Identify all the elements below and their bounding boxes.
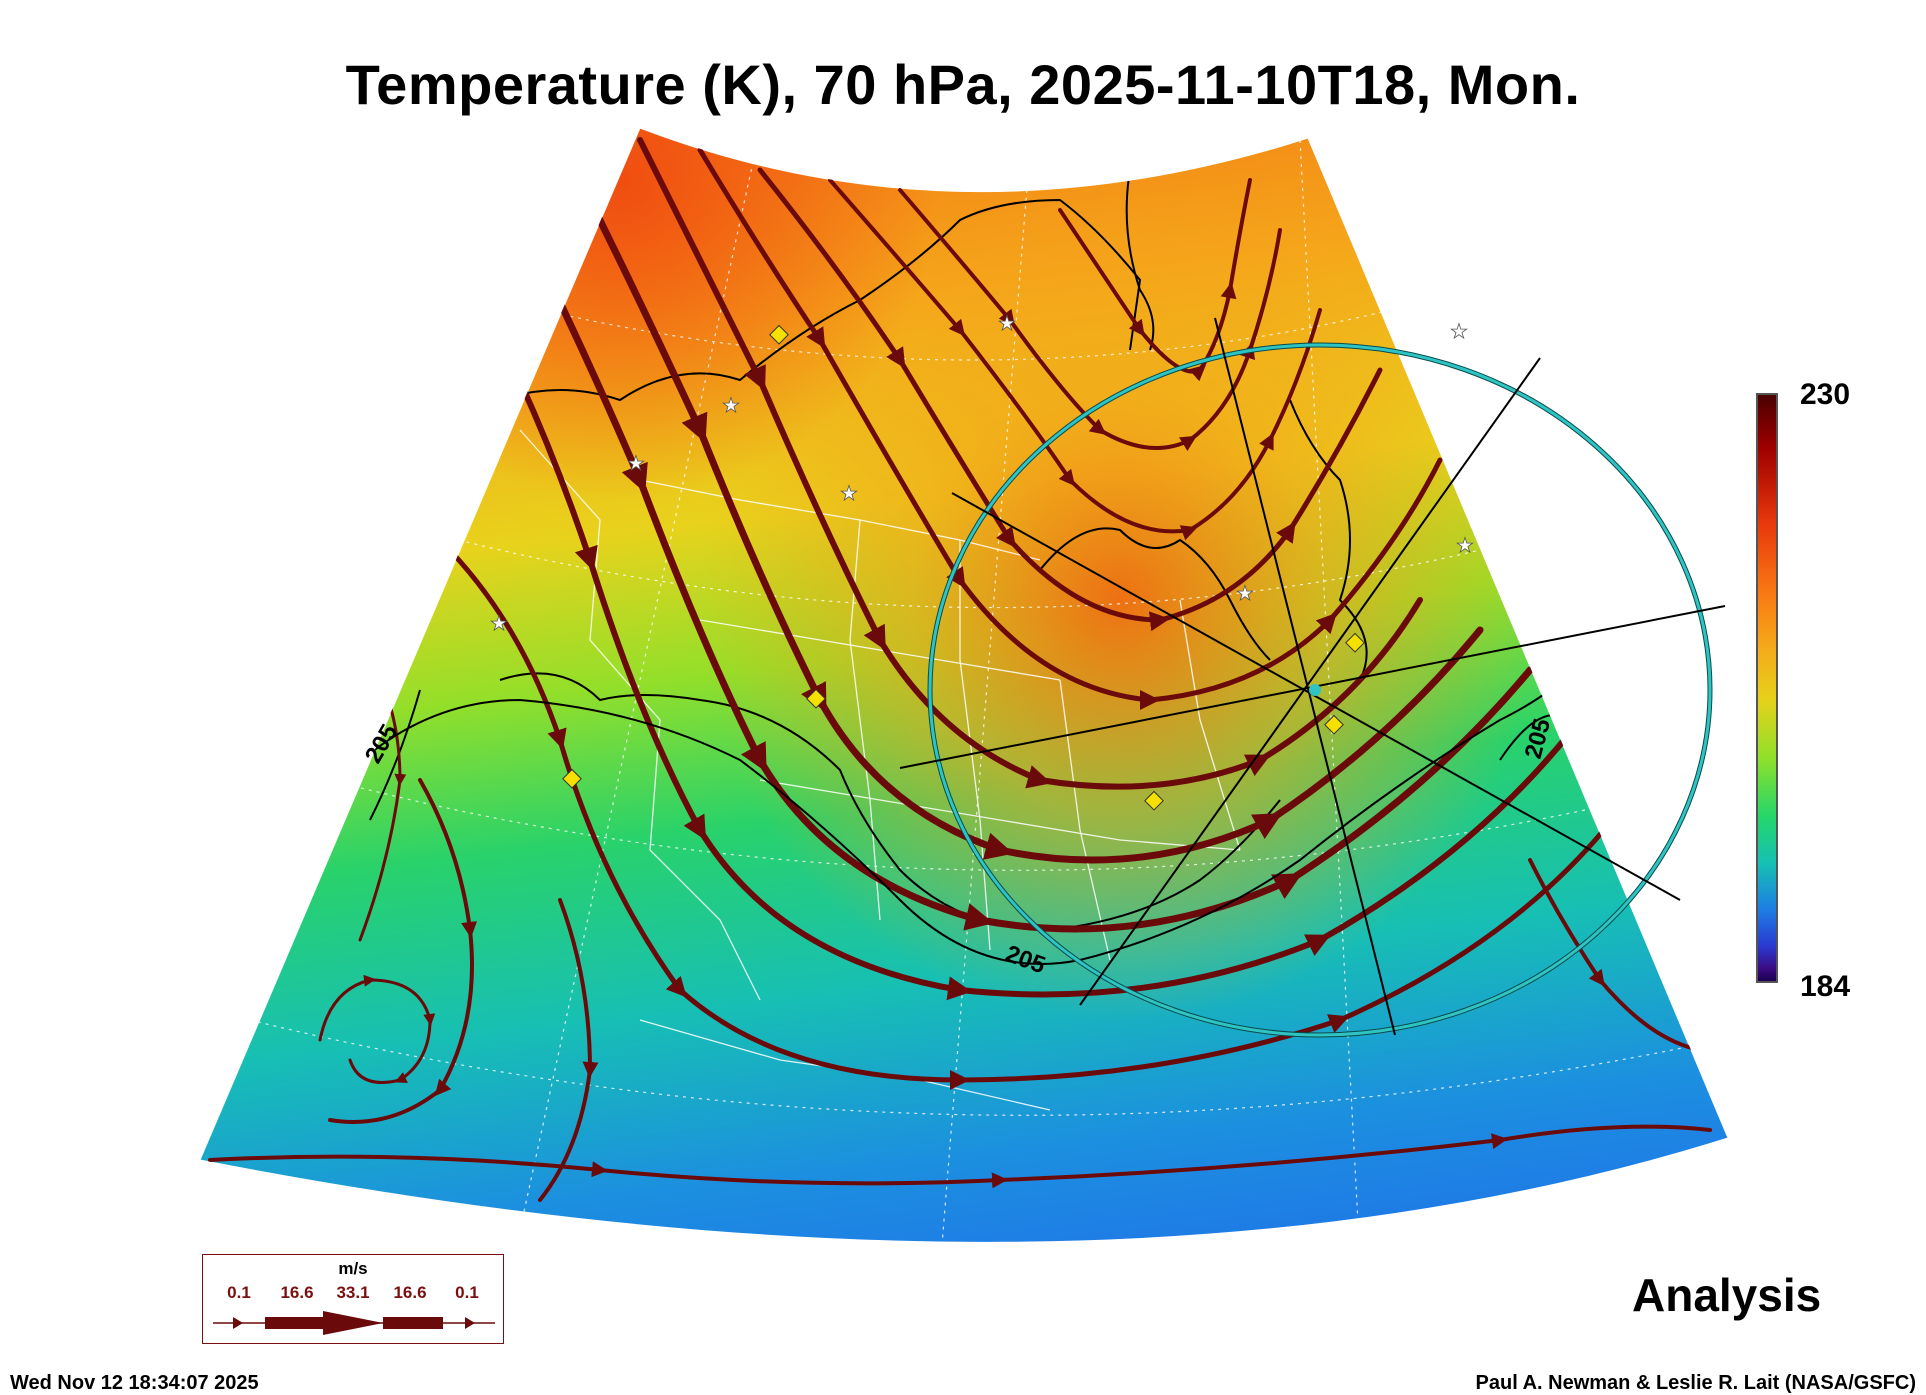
- station-diamond: [1324, 714, 1344, 735]
- wind-legend-value: 16.6: [393, 1283, 427, 1302]
- wind-legend-value: 0.1: [227, 1283, 251, 1302]
- streamline: [697, 147, 1443, 710]
- streamline: [318, 974, 436, 1084]
- wind-speed-legend: m/s 0.1 16.6 33.1 16.6 0.1: [202, 1254, 504, 1344]
- map-outline: [199, 127, 1729, 1243]
- station-star: ★: [627, 453, 645, 475]
- wind-legend-value: 0.1: [455, 1283, 479, 1302]
- wind-legend-arrow: [213, 1311, 495, 1335]
- station-markers: ★ ★ ★ ★ ★ ★ ★ ★: [490, 313, 1474, 811]
- streamline: [208, 1124, 1712, 1189]
- station-star: ★: [840, 483, 858, 505]
- vortex-edge-circle: [927, 342, 1713, 1038]
- streamline: [1058, 178, 1252, 382]
- analysis-label: Analysis: [1632, 1269, 1822, 1321]
- colorbar-min-label: 184: [1800, 970, 1851, 1003]
- vortex-center-marker: [1309, 684, 1321, 696]
- station-diamond: [769, 324, 789, 345]
- contour-205: [339, 659, 1581, 965]
- station-star: ★: [1456, 535, 1474, 557]
- colorbar-max-label: 230: [1800, 378, 1851, 411]
- station-diamond: [1144, 790, 1164, 811]
- credit-label: Paul A. Newman & Leslie R. Lait (NASA/GS…: [1475, 1372, 1916, 1394]
- streamline: [328, 778, 478, 1124]
- timestamp: Wed Nov 12 18:34:07 2025: [10, 1372, 259, 1394]
- station-diamond: [1345, 632, 1365, 653]
- station-star: ★: [722, 395, 740, 417]
- station-star: ★: [1236, 583, 1254, 605]
- station-star: ★: [998, 313, 1016, 335]
- wind-legend-value: 16.6: [280, 1283, 314, 1302]
- streamline: [1528, 858, 1702, 1052]
- streamline: [898, 188, 1282, 452]
- map-title: Temperature (K), 70 hPa, 2025-11-10T18, …: [345, 53, 1581, 116]
- colorbar: [1756, 393, 1778, 983]
- station-diamond: [562, 768, 582, 789]
- wind-legend-unit: m/s: [338, 1259, 368, 1278]
- station-star: ★: [1450, 321, 1468, 343]
- wind-streamlines: [208, 137, 1712, 1202]
- streamline: [538, 898, 599, 1202]
- streamline: [757, 167, 1383, 632]
- station-diamond: [806, 688, 826, 709]
- station-star: ★: [490, 613, 508, 635]
- streamline: [437, 537, 1623, 1090]
- streamline: [828, 178, 1322, 541]
- wind-legend-value: 33.1: [336, 1283, 370, 1302]
